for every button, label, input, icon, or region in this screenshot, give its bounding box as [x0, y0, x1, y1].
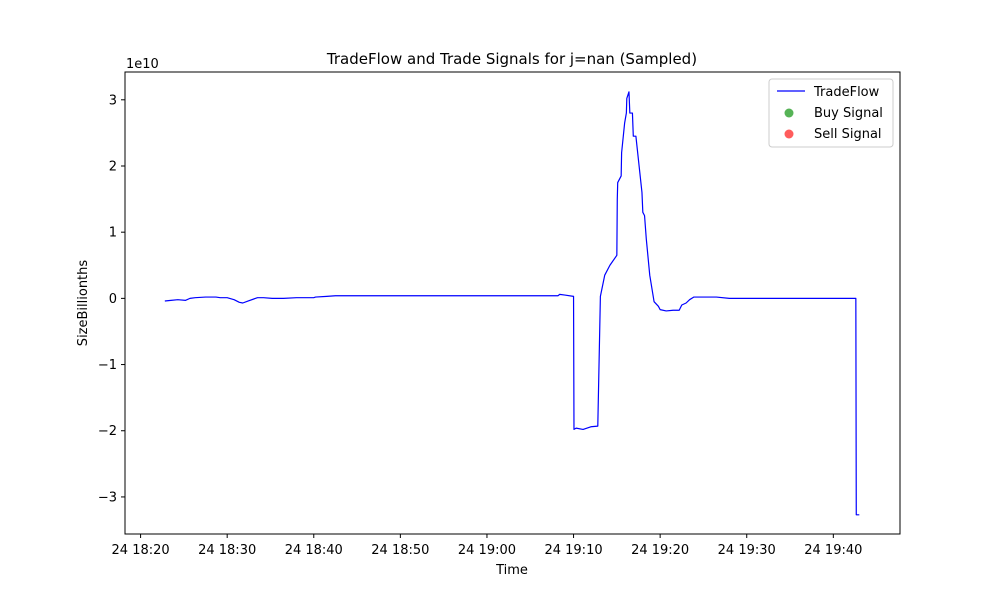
x-axis-title: Time: [495, 563, 528, 578]
legend-marker-swatch: [784, 108, 794, 118]
legend: TradeFlow Buy Signal Sell Signal: [768, 78, 894, 148]
x-tick-label: 24 19:20: [631, 543, 689, 558]
y-tick-label: −1: [98, 358, 117, 373]
y-tick-label: −3: [98, 490, 117, 505]
y-tick-label: 2: [109, 159, 117, 174]
legend-label: Sell Signal: [814, 127, 882, 142]
y-tick-label: 0: [109, 292, 117, 307]
x-tick-label: 24 18:40: [285, 543, 343, 558]
x-axis: 24 18:20 24 18:30 24 18:40 24 18:50 24 19:00…: [112, 534, 862, 558]
plot-background: [125, 72, 900, 534]
x-tick-label: 24 19:30: [718, 543, 776, 558]
series-layer: [164, 91, 860, 516]
chart-title: TradeFlow and Trade Signals for j=nan (S…: [326, 50, 697, 68]
y-tick-label: 1: [109, 226, 117, 241]
plot-area: [125, 72, 900, 534]
axes-frame: [124, 71, 901, 535]
x-tick-label: 24 19:00: [458, 543, 516, 558]
series-line-tradeflow: [164, 91, 860, 516]
y-axis-title: SizeBillionths: [76, 260, 91, 347]
legend-marker-swatch: [784, 129, 794, 139]
x-tick-label: 24 19:10: [544, 543, 602, 558]
legend-label: Buy Signal: [814, 106, 883, 121]
y-tick-label: −2: [98, 424, 117, 439]
y-axis: −3 −2 −1 0 1 2 3: [98, 93, 125, 505]
y-tick-label: 3: [109, 93, 117, 108]
x-tick-label: 24 18:20: [112, 543, 170, 558]
legend-box: [768, 78, 894, 148]
x-tick-label: 24 18:50: [371, 543, 429, 558]
legend-label: TradeFlow: [813, 85, 880, 100]
x-tick-label: 24 19:40: [804, 543, 862, 558]
y-offset-label: 1e10: [126, 57, 159, 72]
x-tick-label: 24 18:30: [198, 543, 256, 558]
